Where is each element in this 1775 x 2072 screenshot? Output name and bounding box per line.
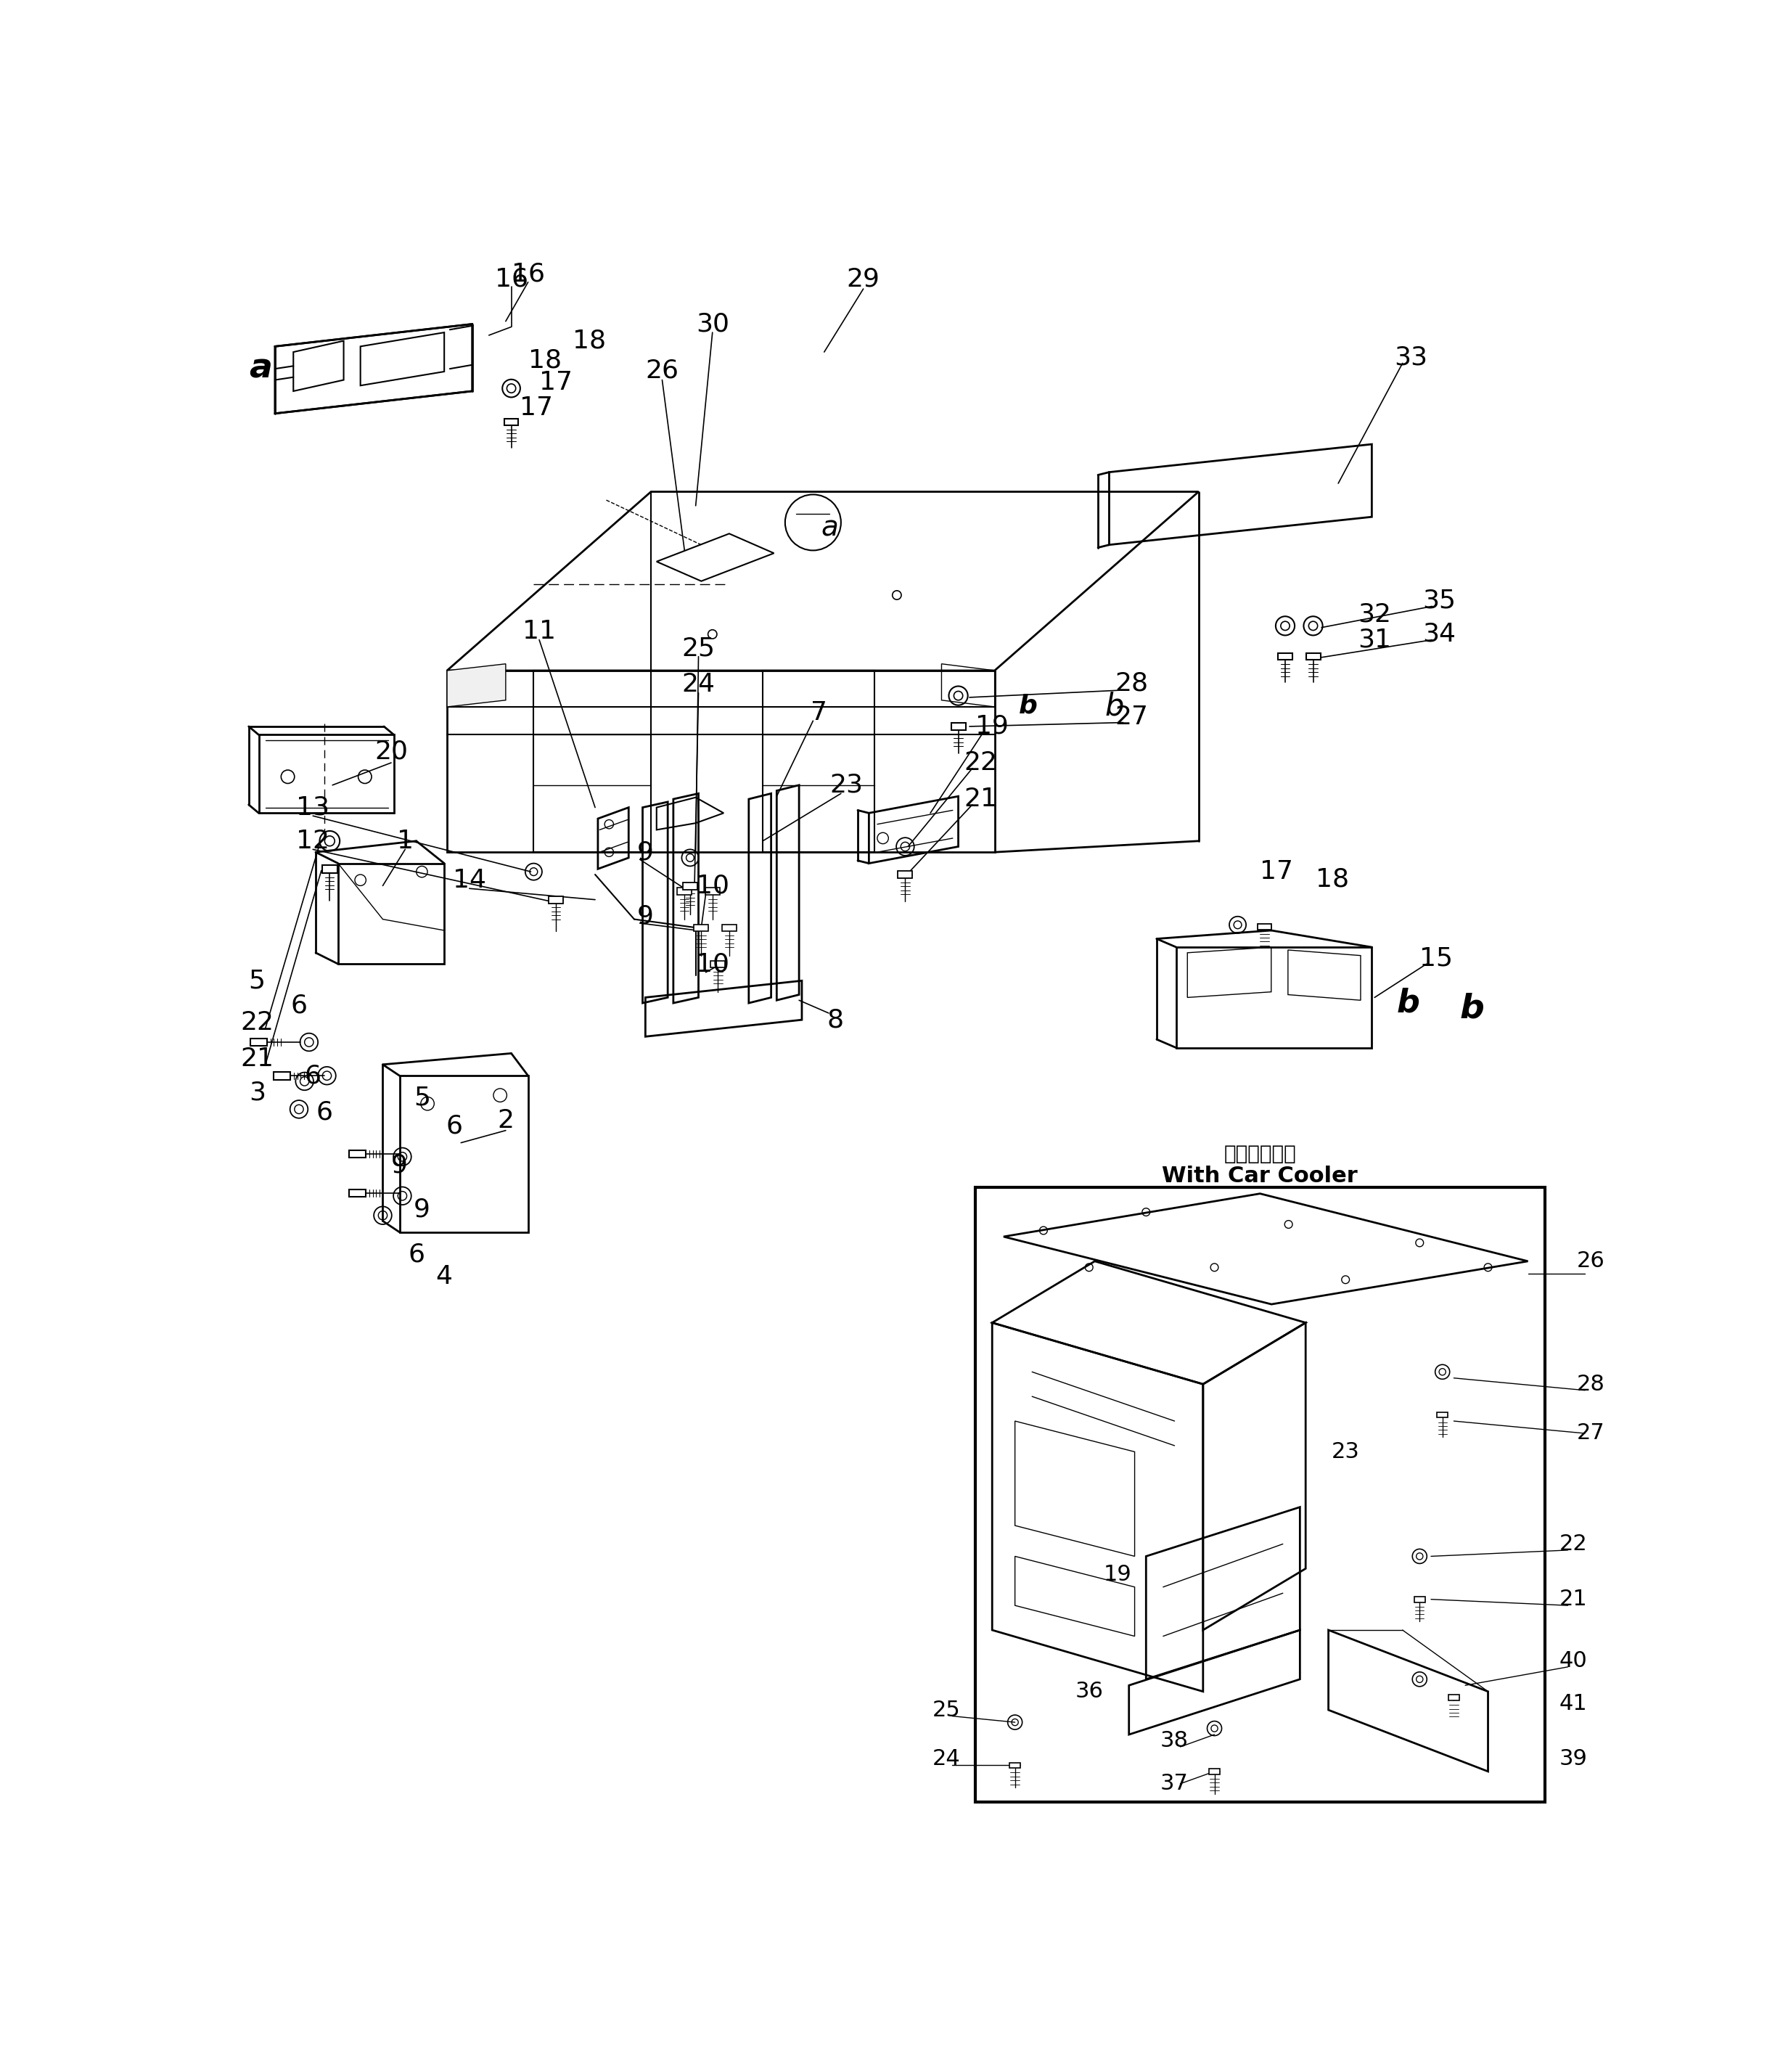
Bar bbox=[321, 864, 337, 872]
Text: 6: 6 bbox=[305, 1063, 321, 1088]
Text: 18: 18 bbox=[573, 329, 607, 352]
Text: 26: 26 bbox=[646, 358, 678, 383]
Text: 4: 4 bbox=[437, 1264, 453, 1289]
Polygon shape bbox=[447, 663, 506, 707]
Bar bbox=[1278, 653, 1292, 661]
Text: 34: 34 bbox=[1422, 622, 1455, 646]
Text: 21: 21 bbox=[240, 1046, 273, 1071]
Text: 23: 23 bbox=[831, 773, 863, 798]
Bar bbox=[898, 870, 912, 879]
Text: 16: 16 bbox=[511, 261, 545, 286]
Text: 5: 5 bbox=[414, 1086, 430, 1111]
Text: 22: 22 bbox=[240, 1011, 273, 1034]
Text: 24: 24 bbox=[932, 1749, 960, 1769]
Text: a: a bbox=[250, 352, 273, 385]
Bar bbox=[951, 723, 966, 729]
Bar bbox=[974, 1187, 1544, 1803]
Text: 17: 17 bbox=[540, 371, 573, 396]
Bar bbox=[504, 419, 518, 425]
Text: 21: 21 bbox=[964, 787, 998, 812]
Text: 9: 9 bbox=[414, 1198, 430, 1222]
Text: 9: 9 bbox=[637, 903, 653, 928]
Text: 14: 14 bbox=[453, 868, 486, 893]
Bar bbox=[273, 1071, 291, 1080]
Text: 1: 1 bbox=[398, 829, 414, 854]
Text: 28: 28 bbox=[1115, 671, 1148, 696]
Text: 27: 27 bbox=[1115, 704, 1148, 729]
Text: 22: 22 bbox=[1560, 1533, 1587, 1554]
Text: 10: 10 bbox=[696, 874, 730, 897]
Text: 16: 16 bbox=[495, 267, 527, 292]
Text: 17: 17 bbox=[1260, 860, 1294, 885]
Text: 18: 18 bbox=[1315, 866, 1349, 891]
Text: b: b bbox=[1019, 694, 1038, 719]
Text: 29: 29 bbox=[847, 267, 880, 292]
Text: a: a bbox=[822, 514, 838, 543]
Bar bbox=[250, 1038, 266, 1046]
Text: 6: 6 bbox=[316, 1100, 332, 1125]
Bar bbox=[1209, 1769, 1219, 1774]
Text: 32: 32 bbox=[1358, 603, 1392, 628]
Text: 5: 5 bbox=[249, 968, 266, 992]
Text: 19: 19 bbox=[974, 715, 1008, 740]
Text: 27: 27 bbox=[1576, 1423, 1605, 1444]
Text: b: b bbox=[1397, 988, 1420, 1019]
Bar bbox=[710, 961, 726, 968]
Bar bbox=[678, 889, 692, 895]
Text: 2: 2 bbox=[497, 1109, 515, 1133]
Text: b: b bbox=[1106, 692, 1124, 723]
Text: 10: 10 bbox=[696, 951, 730, 976]
Text: 15: 15 bbox=[1420, 947, 1452, 970]
Text: 6: 6 bbox=[408, 1243, 424, 1266]
Text: 13: 13 bbox=[296, 796, 330, 821]
Text: 31: 31 bbox=[1358, 628, 1392, 653]
Bar bbox=[1306, 653, 1321, 661]
Text: 37: 37 bbox=[1161, 1774, 1189, 1794]
Bar bbox=[683, 883, 698, 889]
Bar bbox=[1448, 1695, 1459, 1701]
Text: 25: 25 bbox=[682, 636, 715, 661]
Bar bbox=[1010, 1763, 1021, 1767]
Text: 39: 39 bbox=[1560, 1749, 1587, 1769]
Text: 8: 8 bbox=[827, 1007, 843, 1032]
Text: 20: 20 bbox=[375, 740, 408, 765]
Text: 9: 9 bbox=[390, 1152, 408, 1177]
Text: 40: 40 bbox=[1560, 1649, 1587, 1672]
Text: 19: 19 bbox=[1104, 1564, 1132, 1585]
Bar bbox=[350, 1189, 366, 1198]
Text: 35: 35 bbox=[1422, 588, 1455, 613]
Text: 22: 22 bbox=[964, 750, 998, 775]
Bar bbox=[722, 924, 737, 930]
Text: 18: 18 bbox=[529, 348, 561, 373]
Text: 21: 21 bbox=[1560, 1589, 1587, 1610]
Text: 23: 23 bbox=[1331, 1442, 1360, 1463]
Bar bbox=[350, 1150, 366, 1158]
Text: 6: 6 bbox=[446, 1113, 463, 1138]
Text: 41: 41 bbox=[1560, 1693, 1587, 1714]
Text: 30: 30 bbox=[696, 311, 730, 336]
Text: 24: 24 bbox=[682, 671, 715, 696]
Text: 9: 9 bbox=[637, 839, 653, 864]
Text: 33: 33 bbox=[1393, 346, 1427, 371]
Text: カークーラ付: カークーラ付 bbox=[1223, 1144, 1296, 1164]
Text: 17: 17 bbox=[520, 396, 554, 421]
Text: 3: 3 bbox=[249, 1080, 266, 1104]
Bar bbox=[705, 889, 719, 895]
Text: b: b bbox=[1461, 992, 1484, 1026]
Bar bbox=[1258, 924, 1271, 930]
Bar bbox=[1415, 1598, 1425, 1602]
Bar bbox=[548, 897, 563, 903]
Text: 26: 26 bbox=[1576, 1251, 1605, 1272]
Text: 36: 36 bbox=[1076, 1680, 1102, 1701]
Text: 28: 28 bbox=[1576, 1374, 1605, 1394]
Text: 11: 11 bbox=[522, 620, 556, 644]
Text: 38: 38 bbox=[1161, 1730, 1189, 1751]
Text: 6: 6 bbox=[291, 992, 307, 1017]
Text: 25: 25 bbox=[932, 1699, 960, 1720]
Bar bbox=[694, 924, 708, 930]
Text: With Car Cooler: With Car Cooler bbox=[1163, 1167, 1358, 1187]
Text: 12: 12 bbox=[296, 829, 330, 854]
Text: 7: 7 bbox=[809, 700, 827, 725]
Bar bbox=[1436, 1413, 1448, 1417]
